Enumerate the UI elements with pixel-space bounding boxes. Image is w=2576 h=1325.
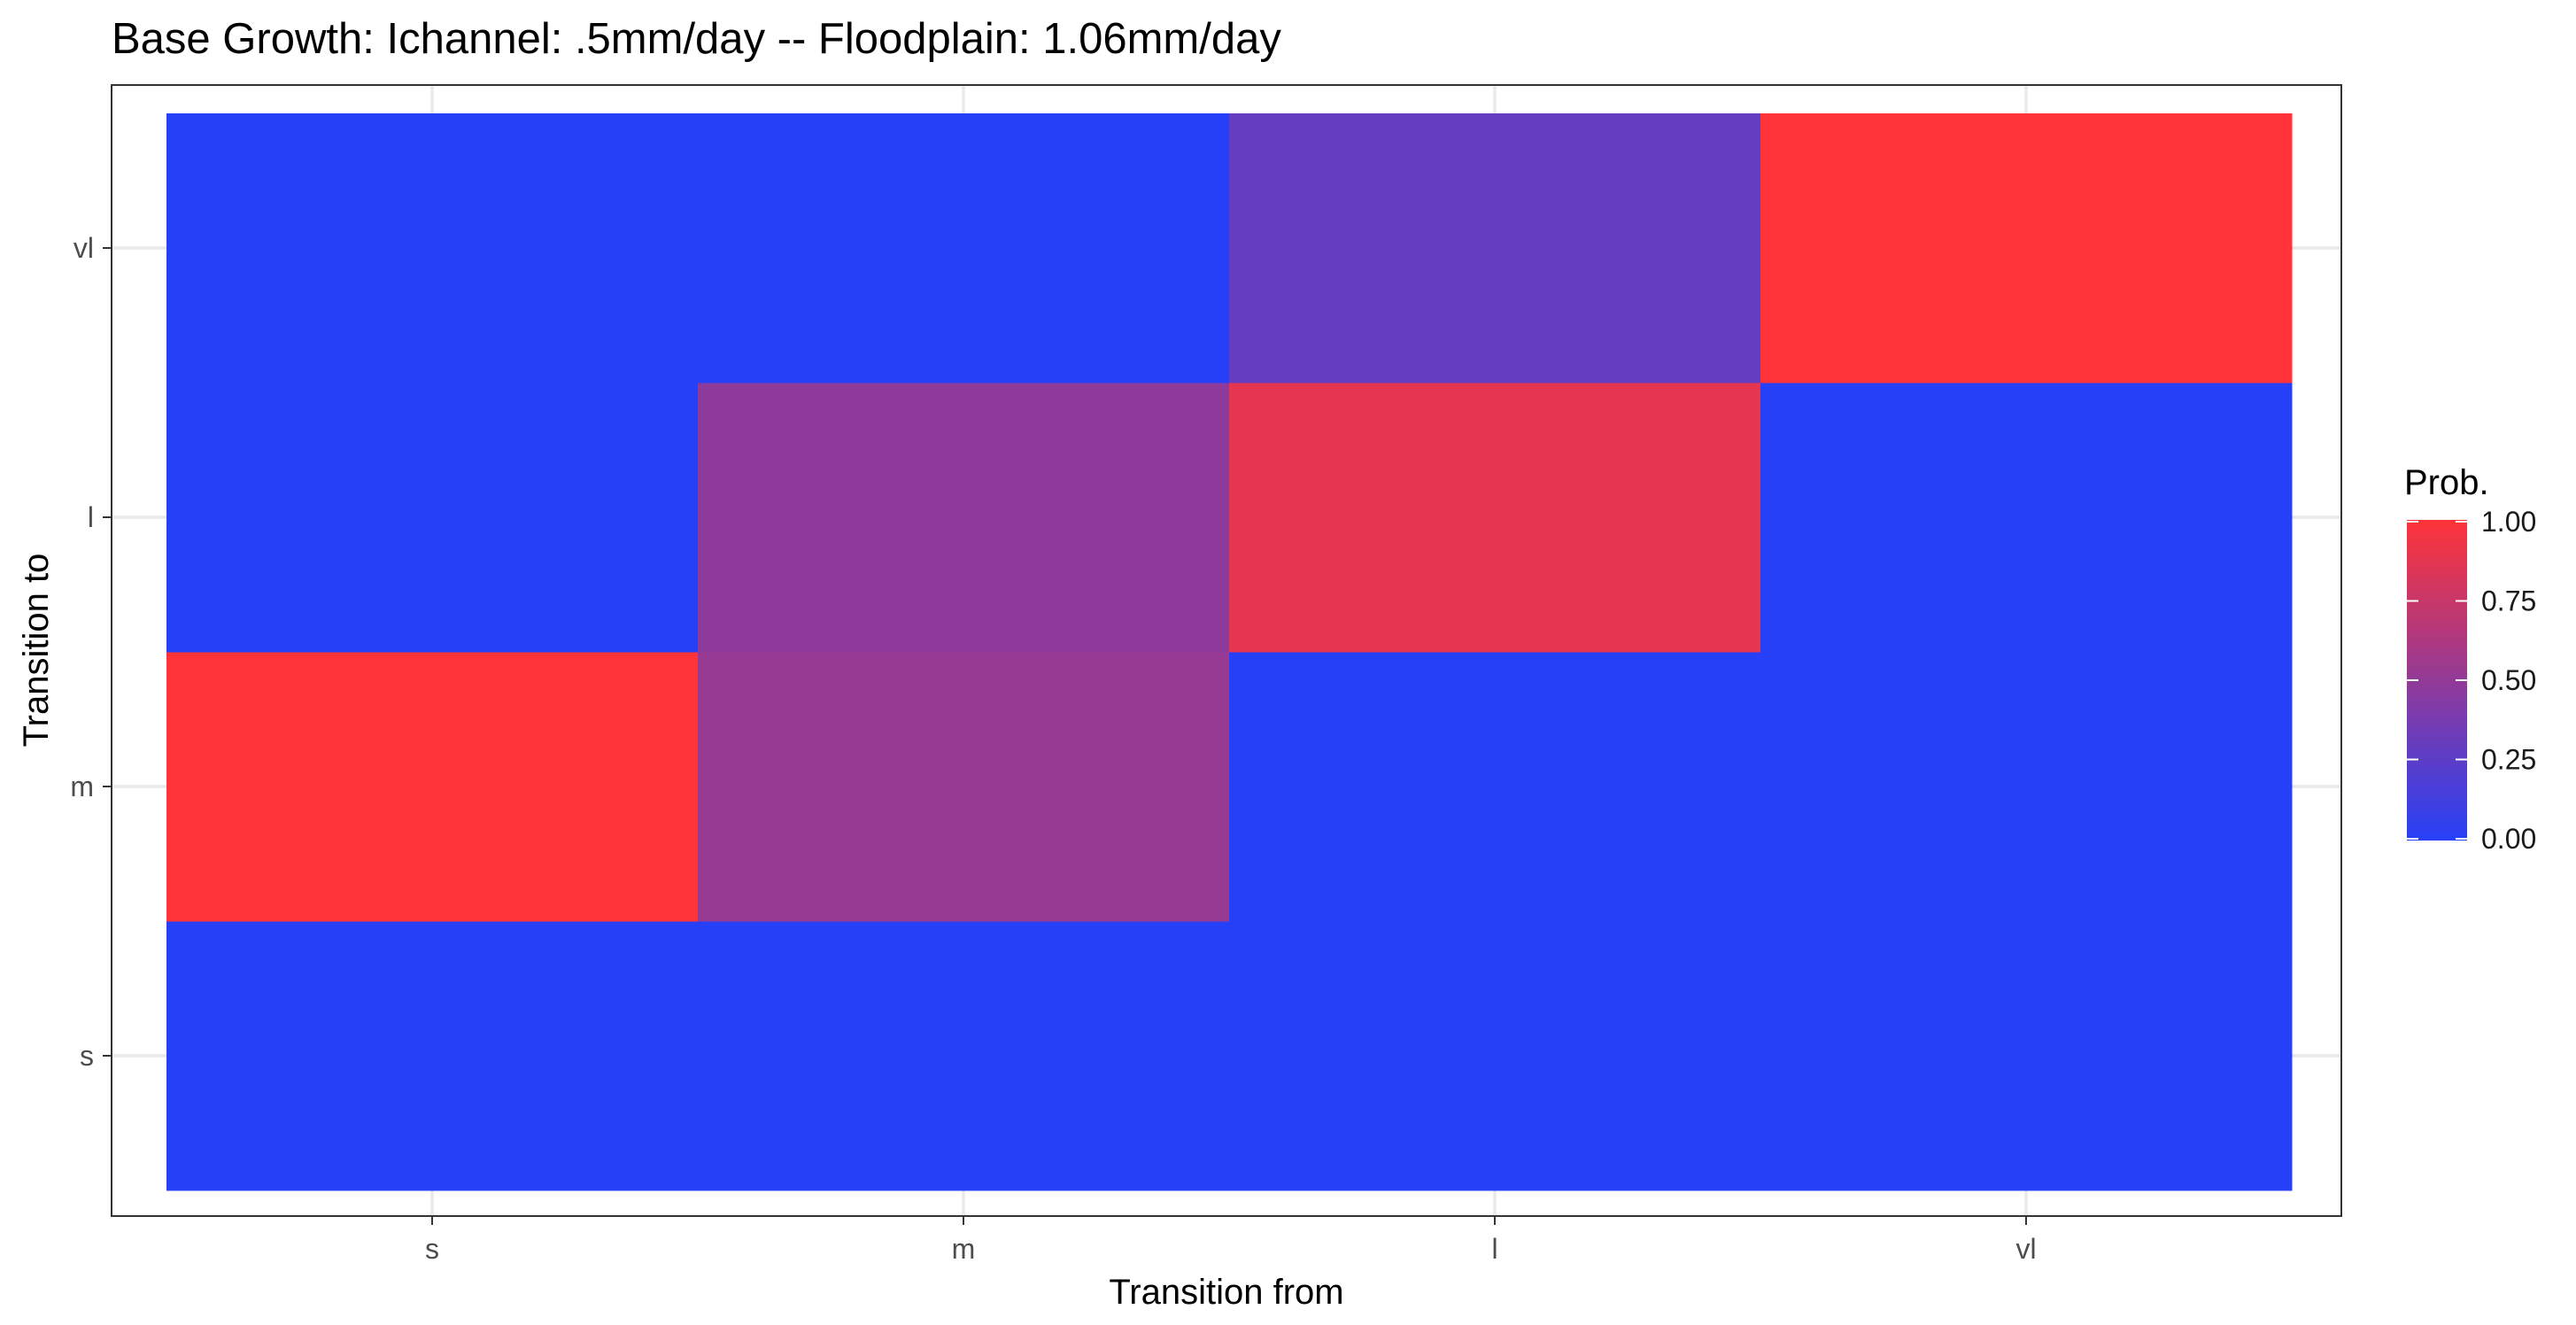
legend-title: Prob. (2404, 463, 2489, 502)
heatmap-cell (166, 113, 699, 384)
heatmap-cell (1229, 652, 1761, 922)
y-tick-label: s (80, 1040, 94, 1072)
x-tick-label: s (425, 1233, 439, 1265)
x-tick-label: vl (2015, 1233, 2036, 1265)
heatmap-cell (166, 383, 699, 653)
heatmap-cell (1760, 113, 2293, 384)
legend-tick-label: 0.25 (2481, 744, 2536, 776)
heatmap-cell (1229, 383, 1761, 653)
heatmap-cell (166, 921, 699, 1191)
legend-tick-label: 0.75 (2481, 585, 2536, 617)
heatmap-cell (698, 383, 1230, 653)
heatmap-cell (1760, 383, 2293, 653)
heatmap-cell (698, 652, 1230, 922)
heatmap-cell (1760, 652, 2293, 922)
heatmap-cell (1760, 921, 2293, 1191)
legend-tick-label: 0.00 (2481, 823, 2536, 855)
y-tick-label: vl (73, 232, 94, 264)
x-tick-label: m (952, 1233, 976, 1265)
heatmap-cell (166, 652, 699, 922)
x-tick-label: l (1491, 1233, 1497, 1265)
heatmap-cell (698, 921, 1230, 1191)
heatmap-cell (1229, 921, 1761, 1191)
heatmap-cells (166, 113, 2293, 1191)
legend-tick-label: 1.00 (2481, 506, 2536, 538)
y-axis: s m l vl (70, 232, 112, 1072)
panel-border (111, 84, 2342, 1217)
chart-title: Base Growth: Ichannel: .5mm/day -- Flood… (112, 15, 1281, 63)
x-axis: s m l vl (425, 1216, 2037, 1265)
y-axis-title: Transition to (17, 554, 56, 748)
y-tick-label: m (70, 771, 94, 802)
x-axis-title: Transition from (1109, 1273, 1343, 1312)
legend: Prob. 0.00 0.25 0.50 0.75 1.00 (2404, 463, 2536, 855)
legend-ticks: 0.00 0.25 0.50 0.75 1.00 (2407, 506, 2536, 855)
y-tick-label: l (88, 501, 94, 533)
heatmap-cell (1229, 113, 1761, 384)
legend-tick-label: 0.50 (2481, 664, 2536, 696)
heatmap-cell (698, 113, 1230, 384)
